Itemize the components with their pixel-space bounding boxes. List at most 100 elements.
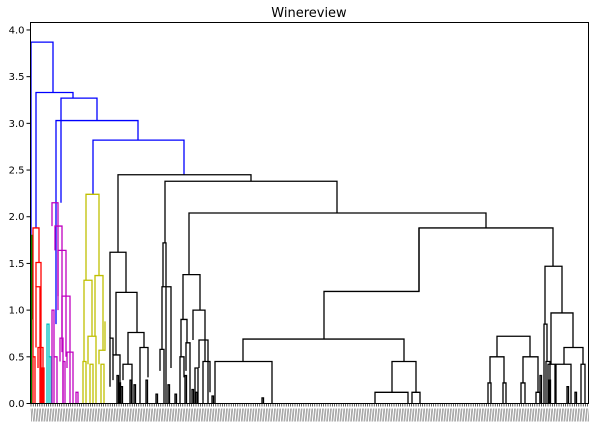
link-magenta [62, 360, 66, 404]
link-black [139, 346, 149, 404]
leaf-tick-label [233, 408, 236, 422]
leaf-tick-label [472, 408, 474, 422]
leaf-tick-label [571, 408, 573, 422]
leaf-tick-label [448, 408, 450, 422]
leaf-tick-label [323, 408, 325, 422]
leaf-tick-label [158, 408, 161, 422]
leaf-tick-label [464, 408, 466, 422]
leaf-tick-label [45, 408, 47, 422]
leaf-tick-label [481, 408, 484, 422]
leaf-tick-label [262, 408, 265, 422]
leaf-tick-label [120, 408, 122, 422]
leaf-tick-label [174, 408, 177, 422]
leaf-tick-label [177, 408, 180, 422]
leaf-tick-label [33, 408, 36, 422]
leaf-tick-label [201, 408, 204, 422]
link-olive [82, 360, 87, 404]
link-black-stub [566, 386, 570, 404]
link-black [161, 286, 172, 369]
leaf-tick-label [59, 408, 61, 422]
leaf-tick-label [102, 408, 105, 422]
leaf-tick-label [153, 408, 156, 422]
leaf-tick-label [224, 408, 226, 422]
leaf-tick-label [86, 408, 89, 422]
link-black-stub [261, 397, 265, 404]
leaf-tick-label [347, 408, 349, 422]
leaf-tick-label [264, 408, 266, 422]
leaf-tick-label [507, 408, 509, 422]
link-black [391, 360, 417, 393]
leaf-tick-label [505, 408, 508, 422]
link-black-stub [133, 384, 137, 404]
leaf-tick-label [333, 408, 335, 422]
leaf-tick-label [449, 408, 452, 422]
link-black-stub [129, 379, 133, 404]
leaf-tick-label [293, 408, 295, 422]
leaf-tick-label [243, 408, 245, 422]
leaf-tick-label [61, 408, 63, 422]
leaf-tick-label [48, 408, 50, 422]
leaf-tick-label [112, 408, 114, 422]
leaf-tick-label [539, 408, 541, 422]
leaf-tick-label [69, 408, 71, 422]
leaf-tick-label [525, 408, 527, 422]
link-black-stub [548, 379, 552, 404]
link-black [188, 212, 487, 275]
leaf-tick-label [457, 408, 460, 422]
leaf-tick-label [534, 408, 537, 422]
leaf-tick-label [193, 408, 196, 422]
leaf-tick-label [155, 408, 157, 422]
leaf-tick-label [585, 408, 588, 422]
leaf-tick-label [189, 408, 191, 422]
leaf-tick-label [494, 408, 497, 422]
leaf-tick-label [387, 408, 389, 422]
leaf-tick-label [541, 408, 543, 422]
leaf-tick-label [89, 408, 92, 422]
leaf-tick-label [269, 408, 271, 422]
leaf-tick-label [392, 408, 394, 422]
leaf-tick-label [30, 408, 33, 422]
leaf-tick-label [81, 408, 84, 422]
leaf-tick-label [129, 408, 132, 422]
leaf-tick-label [67, 408, 69, 422]
leaf-tick-label [569, 408, 572, 422]
leaf-tick-label [483, 408, 485, 422]
leaf-tick-label [584, 408, 586, 422]
leaf-tick-label [456, 408, 458, 422]
link-black-stub [116, 374, 120, 404]
link-red [37, 346, 44, 404]
y-tick-label: 3.5 [9, 72, 25, 83]
leaf-tick-label [445, 408, 447, 422]
leaf-tick-label [257, 408, 260, 422]
leaf-tick-label [461, 408, 463, 422]
leaf-tick-label [477, 408, 479, 422]
link-black [496, 335, 531, 357]
leaf-tick-label [342, 408, 345, 422]
y-tick-label: 0.5 [9, 352, 25, 363]
leaf-tick-label [520, 408, 522, 422]
link-black [194, 367, 199, 404]
leaf-tick-label [113, 408, 116, 422]
leaf-tick-label [341, 408, 343, 422]
leaf-tick-label [312, 408, 314, 422]
leaf-tick-label [49, 408, 52, 422]
leaf-tick-label [273, 408, 276, 422]
leaf-tick-label [219, 408, 221, 422]
y-tick-label: 3.0 [9, 119, 25, 130]
leaf-tick-label [157, 408, 159, 422]
leaf-tick-label [278, 408, 281, 422]
link-black-stub [211, 395, 215, 404]
leaf-tick-label [117, 408, 119, 422]
leaf-tick-label [320, 408, 322, 422]
link-black-stub [155, 393, 159, 404]
leaf-tick-label [209, 408, 212, 422]
leaf-tick-label [240, 408, 242, 422]
link-black [418, 227, 554, 292]
leaf-tick-label [137, 408, 140, 422]
leaf-tick-label [329, 408, 332, 422]
y-tick-label: 1.5 [9, 259, 25, 270]
link-black [109, 251, 127, 339]
leaf-tick-label [272, 408, 274, 422]
leaf-tick-label [150, 408, 153, 422]
leaf-tick-label [283, 408, 285, 422]
